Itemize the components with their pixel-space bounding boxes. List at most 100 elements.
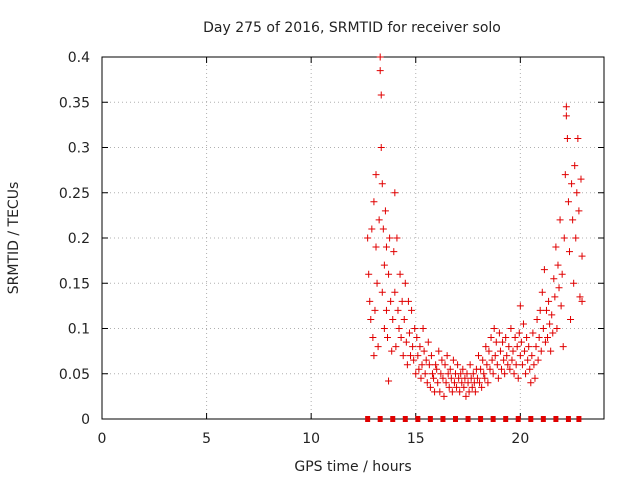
data-point (408, 306, 416, 314)
data-point (370, 198, 378, 206)
data-point (435, 347, 443, 355)
data-point (562, 103, 570, 111)
data-point (436, 388, 444, 396)
data-point (475, 352, 482, 360)
data-point (544, 334, 552, 342)
data-point (488, 356, 496, 364)
data-point (368, 225, 376, 233)
data-point (477, 365, 485, 373)
data-point (433, 365, 441, 373)
data-point (551, 293, 559, 301)
data-point (466, 361, 474, 369)
data-point (370, 352, 378, 360)
data-point (430, 374, 438, 382)
x-tick-label: 0 (98, 431, 107, 447)
data-point (422, 356, 430, 364)
data-point (490, 325, 498, 332)
data-point (454, 361, 462, 369)
baseline-marker (465, 416, 471, 422)
data-point (515, 329, 523, 337)
data-point (504, 361, 512, 369)
data-point (547, 347, 555, 355)
data-point (481, 374, 489, 382)
data-point (415, 365, 423, 373)
data-point (446, 365, 454, 373)
data-point (485, 347, 493, 355)
baseline-marker (402, 416, 408, 422)
data-point (441, 361, 449, 369)
data-point (418, 361, 426, 369)
data-point (479, 356, 487, 364)
data-point (538, 288, 546, 296)
data-point (461, 374, 469, 382)
data-point (372, 171, 380, 179)
data-point (382, 306, 390, 314)
y-tick-label: 0.35 (59, 95, 90, 111)
baseline-marker (415, 416, 421, 422)
data-point (492, 338, 500, 346)
data-point (369, 334, 377, 342)
data-point (555, 284, 563, 292)
data-point (366, 297, 374, 305)
data-point (405, 329, 413, 337)
y-axis-label: SRMTID / TECUs (6, 182, 22, 295)
data-point (402, 338, 410, 346)
data-point (391, 189, 399, 197)
y-tick-label: 0.25 (59, 186, 90, 202)
data-point (392, 343, 400, 351)
data-point (559, 343, 567, 351)
data-point (379, 225, 387, 233)
data-point (377, 144, 385, 151)
data-point (471, 388, 479, 396)
baseline-marker (553, 416, 559, 422)
data-point (403, 361, 411, 369)
data-point (447, 374, 455, 382)
data-point (533, 315, 541, 323)
baseline-marker (515, 416, 521, 422)
baseline-marker (540, 416, 546, 422)
data-point (444, 370, 452, 378)
baseline-marker (490, 416, 496, 422)
data-point (489, 370, 497, 378)
data-point (462, 392, 470, 400)
data-point (565, 248, 573, 256)
data-point (535, 334, 543, 342)
data-point (458, 379, 466, 387)
data-point (391, 288, 399, 296)
baseline-marker (478, 416, 484, 422)
data-point (448, 388, 456, 396)
data-point (428, 370, 436, 378)
data-point (432, 361, 440, 369)
data-point (560, 234, 568, 242)
data-point (508, 356, 516, 364)
data-point (385, 377, 393, 385)
data-point (545, 297, 553, 305)
data-point (442, 379, 450, 387)
data-point (426, 383, 434, 391)
data-point (478, 383, 486, 391)
data-point (372, 243, 380, 251)
data-point (575, 207, 583, 215)
data-point (385, 270, 393, 278)
data-point (376, 53, 384, 61)
data-point (371, 306, 379, 314)
data-point (425, 361, 433, 369)
data-point (419, 325, 427, 332)
data-point (554, 261, 562, 269)
data-point (526, 365, 534, 373)
data-point (484, 379, 492, 387)
data-point (483, 361, 491, 369)
data-point (571, 162, 579, 170)
data-point (519, 320, 527, 328)
data-point (527, 379, 535, 387)
data-point (530, 361, 538, 369)
data-point (417, 374, 425, 382)
data-point (390, 248, 398, 256)
data-point (413, 334, 421, 342)
data-point (537, 347, 545, 355)
data-point (536, 306, 544, 314)
grid-lines (101, 56, 604, 420)
data-point (528, 352, 536, 360)
data-point (503, 352, 511, 360)
